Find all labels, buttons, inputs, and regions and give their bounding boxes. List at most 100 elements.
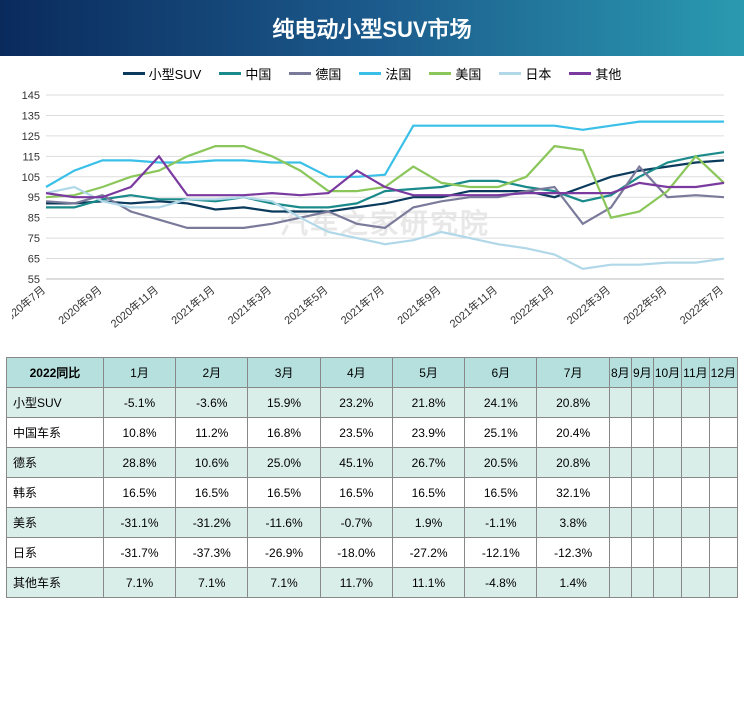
legend-label: 日本 bbox=[525, 64, 551, 83]
table-cell: 16.5% bbox=[465, 478, 537, 508]
table-row: 小型SUV-5.1%-3.6%15.9%23.2%21.8%24.1%20.8% bbox=[7, 388, 738, 418]
table-cell: 20.8% bbox=[537, 388, 609, 418]
table-cell bbox=[682, 388, 709, 418]
table-row: 中国车系10.8%11.2%16.8%23.5%23.9%25.1%20.4% bbox=[7, 418, 738, 448]
series-中国 bbox=[46, 152, 724, 207]
table-row: 德系28.8%10.6%25.0%45.1%26.7%20.5%20.8% bbox=[7, 448, 738, 478]
table-cell bbox=[609, 568, 631, 598]
table-month-header: 9月 bbox=[631, 358, 653, 388]
table-month-header: 5月 bbox=[392, 358, 464, 388]
line-chart: 汽车之家研究院55657585951051151251351452020年7月2… bbox=[12, 89, 732, 349]
table-cell: -37.3% bbox=[176, 538, 248, 568]
table-cell: 10.6% bbox=[176, 448, 248, 478]
chart-title: 纯电动小型SUV市场 bbox=[0, 0, 744, 56]
table-cell bbox=[653, 538, 681, 568]
table-row: 其他车系7.1%7.1%7.1%11.7%11.1%-4.8%1.4% bbox=[7, 568, 738, 598]
legend-swatch bbox=[289, 72, 311, 75]
table-cell bbox=[609, 448, 631, 478]
legend-label: 小型SUV bbox=[149, 64, 202, 83]
table-cell: 1.9% bbox=[392, 508, 464, 538]
svg-text:65: 65 bbox=[28, 254, 40, 266]
table-cell: -26.9% bbox=[248, 538, 320, 568]
table-cell: 16.8% bbox=[248, 418, 320, 448]
table-cell: 32.1% bbox=[537, 478, 609, 508]
table-cell: 16.5% bbox=[103, 478, 175, 508]
svg-text:105: 105 bbox=[22, 172, 40, 184]
svg-text:2021年5月: 2021年5月 bbox=[281, 283, 330, 328]
table-cell bbox=[653, 418, 681, 448]
table-cell: 11.2% bbox=[176, 418, 248, 448]
table-cell: 11.1% bbox=[392, 568, 464, 598]
table-cell: 21.8% bbox=[392, 388, 464, 418]
table-cell: -31.1% bbox=[103, 508, 175, 538]
legend-label: 美国 bbox=[455, 64, 481, 83]
table-cell bbox=[631, 448, 653, 478]
table-cell: 7.1% bbox=[248, 568, 320, 598]
table-month-header: 10月 bbox=[653, 358, 681, 388]
table-cell bbox=[709, 388, 737, 418]
svg-text:2022年7月: 2022年7月 bbox=[677, 283, 726, 328]
table-cell bbox=[682, 448, 709, 478]
table-cell bbox=[631, 478, 653, 508]
legend-label: 法国 bbox=[385, 64, 411, 83]
table-cell: 45.1% bbox=[320, 448, 392, 478]
table-month-header: 4月 bbox=[320, 358, 392, 388]
yoy-table: 2022同比1月2月3月4月5月6月7月8月9月10月11月12月小型SUV-5… bbox=[6, 357, 738, 598]
table-cell: 26.7% bbox=[392, 448, 464, 478]
legend-swatch bbox=[123, 72, 145, 75]
svg-text:2020年9月: 2020年9月 bbox=[55, 283, 104, 328]
table-cell: 10.8% bbox=[103, 418, 175, 448]
table-cell: 25.0% bbox=[248, 448, 320, 478]
table-header-label: 2022同比 bbox=[7, 358, 104, 388]
table-cell: 15.9% bbox=[248, 388, 320, 418]
table-cell: -5.1% bbox=[103, 388, 175, 418]
table-cell: 16.5% bbox=[176, 478, 248, 508]
row-label: 其他车系 bbox=[7, 568, 104, 598]
table-cell: -3.6% bbox=[176, 388, 248, 418]
table-cell bbox=[682, 568, 709, 598]
table-cell: 20.5% bbox=[465, 448, 537, 478]
table-cell: -12.1% bbox=[465, 538, 537, 568]
table-cell: 11.7% bbox=[320, 568, 392, 598]
row-label: 日系 bbox=[7, 538, 104, 568]
data-table-wrap: 2022同比1月2月3月4月5月6月7月8月9月10月11月12月小型SUV-5… bbox=[0, 357, 744, 606]
svg-text:2022年5月: 2022年5月 bbox=[620, 283, 669, 328]
table-cell bbox=[609, 418, 631, 448]
table-cell bbox=[709, 508, 737, 538]
table-cell bbox=[682, 538, 709, 568]
table-cell bbox=[631, 508, 653, 538]
table-cell bbox=[631, 418, 653, 448]
table-cell: 20.4% bbox=[537, 418, 609, 448]
table-cell: 16.5% bbox=[320, 478, 392, 508]
legend-swatch bbox=[569, 72, 591, 75]
table-cell bbox=[609, 508, 631, 538]
table-cell: 3.8% bbox=[537, 508, 609, 538]
svg-text:2021年9月: 2021年9月 bbox=[394, 283, 443, 328]
legend-item: 日本 bbox=[499, 64, 551, 83]
table-cell bbox=[631, 538, 653, 568]
legend-item: 德国 bbox=[289, 64, 341, 83]
svg-text:115: 115 bbox=[22, 151, 40, 163]
svg-text:125: 125 bbox=[22, 131, 40, 143]
table-cell bbox=[709, 478, 737, 508]
svg-text:55: 55 bbox=[28, 274, 40, 286]
table-row: 韩系16.5%16.5%16.5%16.5%16.5%16.5%32.1% bbox=[7, 478, 738, 508]
table-cell: 16.5% bbox=[248, 478, 320, 508]
table-month-header: 11月 bbox=[682, 358, 709, 388]
legend-swatch bbox=[429, 72, 451, 75]
legend-item: 美国 bbox=[429, 64, 481, 83]
table-month-header: 8月 bbox=[609, 358, 631, 388]
row-label: 美系 bbox=[7, 508, 104, 538]
table-cell: 1.4% bbox=[537, 568, 609, 598]
table-cell bbox=[609, 538, 631, 568]
svg-text:75: 75 bbox=[28, 233, 40, 245]
svg-text:2021年11月: 2021年11月 bbox=[447, 283, 500, 331]
table-cell bbox=[653, 508, 681, 538]
table-month-header: 2月 bbox=[176, 358, 248, 388]
table-cell: -18.0% bbox=[320, 538, 392, 568]
table-cell: 23.5% bbox=[320, 418, 392, 448]
table-cell: 24.1% bbox=[465, 388, 537, 418]
legend-item: 法国 bbox=[359, 64, 411, 83]
table-cell bbox=[709, 568, 737, 598]
table-cell bbox=[682, 418, 709, 448]
